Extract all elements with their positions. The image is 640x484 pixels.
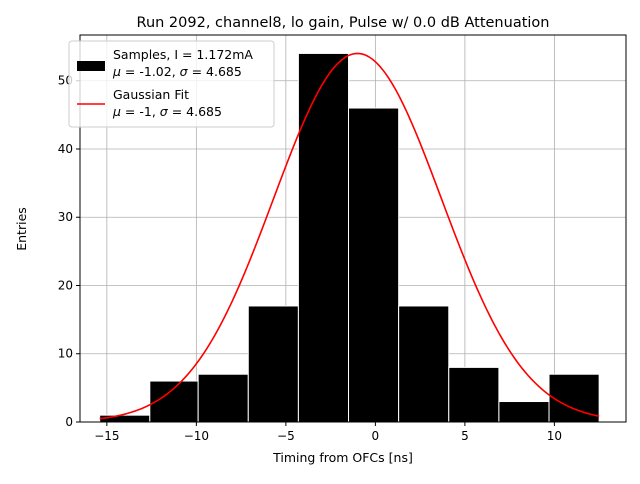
histogram-bar: [99, 414, 151, 423]
legend-samples-swatch: [77, 61, 105, 71]
y-tick-label: 30: [58, 210, 73, 224]
legend-box: [68, 40, 275, 128]
y-tick-label: 10: [58, 347, 73, 361]
legend-fit-stats: μ = -1, σ = 4.685: [112, 104, 222, 119]
bars-layer: [99, 52, 600, 423]
histogram-bar: [498, 401, 550, 423]
y-tick-label: 0: [65, 415, 73, 429]
gaussian-fit-line: [99, 52, 600, 420]
legend: Samples, I = 1.172mA μ = -1.02, σ = 4.68…: [68, 40, 275, 128]
histogram-bar: [247, 305, 299, 423]
x-tick-label: −15: [94, 429, 119, 443]
fit-layer: [99, 52, 600, 420]
y-axis-label: Entries: [14, 207, 29, 251]
histogram-bar: [197, 373, 249, 423]
histogram-bar: [398, 305, 450, 423]
histogram-bar: [348, 107, 400, 423]
y-tick-label: 40: [58, 142, 73, 156]
x-tick-label: 5: [461, 429, 469, 443]
y-tick-label: 20: [58, 278, 73, 292]
legend-samples-label: Samples, I = 1.172mA: [113, 47, 253, 62]
x-axis-label: Timing from OFCs [ns]: [272, 450, 413, 465]
chart-title: Run 2092, channel8, lo gain, Pulse w/ 0.…: [137, 15, 550, 31]
x-tick-label: 10: [547, 429, 562, 443]
histogram-bar: [448, 366, 500, 423]
legend-fit-label: Gaussian Fit: [113, 87, 189, 102]
histogram-bar: [297, 52, 350, 423]
x-tick-label: −5: [277, 429, 295, 443]
plot-frame: [79, 34, 627, 423]
x-tick-label: −10: [184, 429, 209, 443]
legend-samples-stats: μ = -1.02, σ = 4.685: [112, 64, 242, 79]
x-tick-label: 0: [372, 429, 380, 443]
